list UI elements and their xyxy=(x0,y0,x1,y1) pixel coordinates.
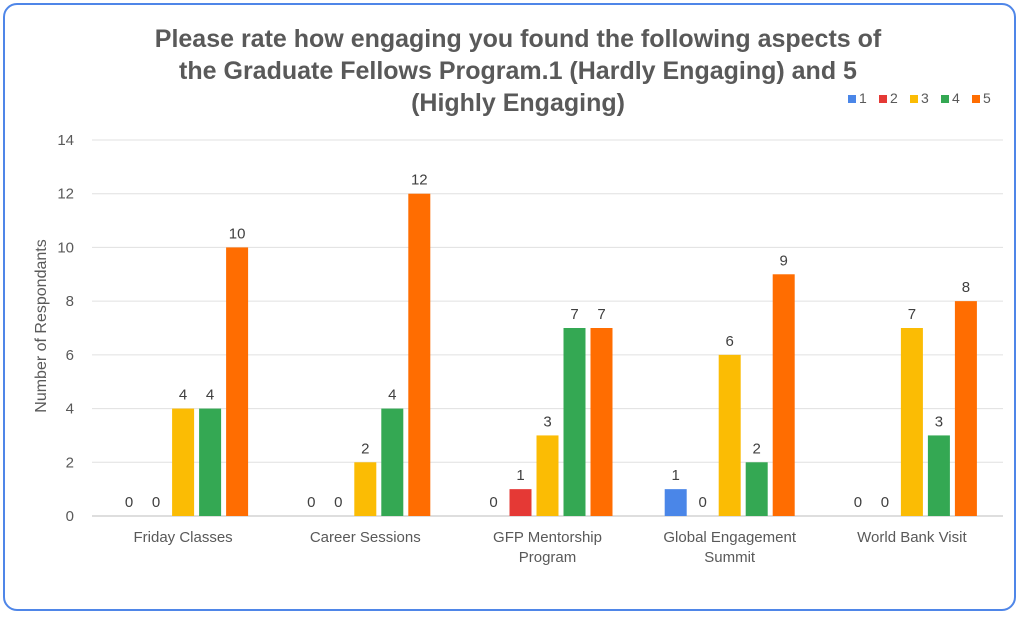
bar-4-series-3 xyxy=(718,354,741,516)
category-label: Friday Classes xyxy=(133,529,232,546)
bars xyxy=(172,193,977,516)
data-label: 6 xyxy=(726,333,734,350)
legend-swatch xyxy=(910,95,918,103)
category-label: World Bank Visit xyxy=(857,529,967,546)
bar-3-series-5 xyxy=(590,328,613,516)
bar-3-series-3 xyxy=(536,435,559,516)
category-label: Program xyxy=(519,549,577,566)
data-label: 0 xyxy=(334,494,342,511)
bar-5-series-3 xyxy=(900,328,923,516)
chart-title-line-3: (Highly Engaging) xyxy=(411,89,625,117)
y-tick-label: 4 xyxy=(66,401,74,418)
bar-5-series-4 xyxy=(927,435,950,516)
y-tick-label: 14 xyxy=(57,132,74,149)
legend-swatch xyxy=(879,95,887,103)
y-tick-label: 8 xyxy=(66,293,74,310)
bar-2-series-5 xyxy=(408,193,431,516)
data-label: 4 xyxy=(206,387,214,404)
y-axis-label: Number of Respondants xyxy=(33,239,50,412)
data-label: 7 xyxy=(597,306,605,323)
data-label: 1 xyxy=(672,467,680,484)
bar-1-series-3 xyxy=(172,408,195,516)
data-label: 2 xyxy=(753,440,761,457)
bar-3-series-2 xyxy=(509,489,532,516)
data-label: 0 xyxy=(881,494,889,511)
bar-1-series-5 xyxy=(226,247,249,516)
data-label: 7 xyxy=(908,306,916,323)
data-label: 1 xyxy=(516,467,524,484)
category-label: Global Engagement xyxy=(663,529,796,546)
bar-4-series-5 xyxy=(772,274,795,516)
bar-1-series-4 xyxy=(199,408,222,516)
bar-4-series-1 xyxy=(664,489,687,516)
y-tick-label: 0 xyxy=(66,508,74,525)
bar-5-series-5 xyxy=(954,301,977,516)
y-tick-label: 12 xyxy=(57,186,74,203)
data-label: 4 xyxy=(388,387,396,404)
y-tick-label: 10 xyxy=(57,239,74,256)
data-label: 3 xyxy=(543,413,551,430)
category-label: GFP Mentorship xyxy=(493,529,602,546)
legend-label: 3 xyxy=(921,90,929,106)
data-label: 0 xyxy=(307,494,315,511)
legend-label: 4 xyxy=(952,90,960,106)
bar-2-series-4 xyxy=(381,408,404,516)
data-label: 0 xyxy=(854,494,862,511)
data-label: 7 xyxy=(570,306,578,323)
y-tick-label: 6 xyxy=(66,347,74,364)
bar-2-series-3 xyxy=(354,462,377,516)
legend-swatch xyxy=(972,95,980,103)
data-label: 2 xyxy=(361,440,369,457)
data-label: 4 xyxy=(179,387,187,404)
chart-title: Please rate how engaging you found the f… xyxy=(155,25,882,117)
data-label: 0 xyxy=(152,494,160,511)
chart-title-line-1: Please rate how engaging you found the f… xyxy=(155,25,882,53)
data-label: 0 xyxy=(125,494,133,511)
legend-label: 1 xyxy=(859,90,867,106)
category-label: Summit xyxy=(704,549,756,566)
legend-label: 5 xyxy=(983,90,991,106)
data-label: 3 xyxy=(935,413,943,430)
data-label: 9 xyxy=(780,252,788,269)
legend-swatch xyxy=(848,95,856,103)
y-tick-label: 2 xyxy=(66,454,74,471)
data-label: 0 xyxy=(699,494,707,511)
data-label: 0 xyxy=(489,494,497,511)
legend-label: 2 xyxy=(890,90,898,106)
bar-4-series-4 xyxy=(745,462,768,516)
chart-title-line-2: the Graduate Fellows Program.1 (Hardly E… xyxy=(179,57,857,85)
legend: 1 2 3 4 5 xyxy=(848,90,991,106)
x-axis-categories: Friday Classes Career Sessions GFP Mentors… xyxy=(133,529,967,566)
category-label: Career Sessions xyxy=(310,529,421,546)
data-label: 10 xyxy=(229,225,246,242)
data-label: 8 xyxy=(962,279,970,296)
legend-swatch xyxy=(941,95,949,103)
y-axis-ticks: 0 2 4 6 8 10 12 14 xyxy=(57,132,74,525)
data-label: 12 xyxy=(411,172,428,189)
bar-3-series-4 xyxy=(563,328,586,516)
